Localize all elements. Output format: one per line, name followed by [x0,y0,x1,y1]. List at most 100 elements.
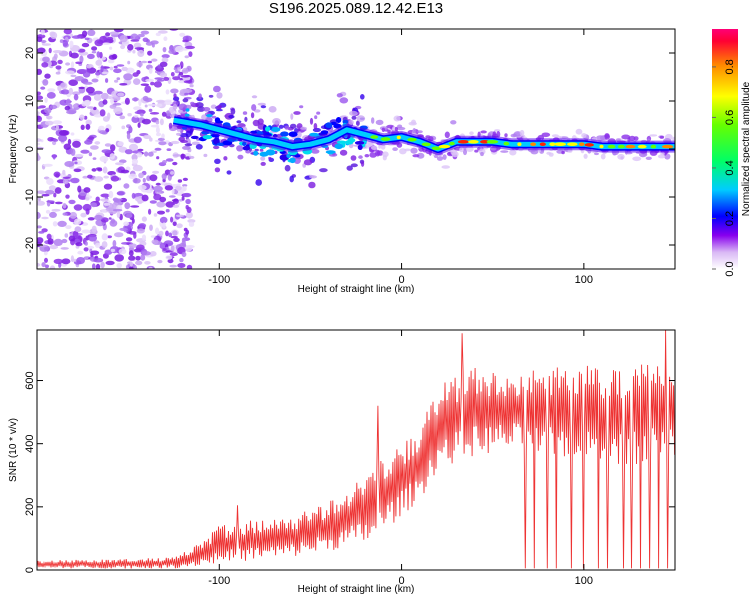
noise-blob [156,79,165,82]
cloud-blob [178,103,187,111]
noise-blob [134,47,145,50]
noise-blob [55,124,59,131]
cloud-blob [412,128,417,135]
cloud-blob [561,150,565,155]
cloud-blob [649,134,658,137]
noise-blob [185,211,193,219]
noise-blob [163,36,168,41]
noise-blob [156,156,160,160]
noise-blob [80,124,85,130]
ridge-blob [354,141,365,145]
noise-blob [42,43,51,46]
noise-blob [128,250,134,257]
cloud-blob [375,119,384,126]
noise-blob [149,137,153,142]
noise-blob [170,235,178,239]
noise-blob [97,168,103,172]
noise-blob [165,89,170,95]
noise-blob [44,189,55,195]
cloud-blob [410,147,418,154]
y-tick-label: 0 [24,567,36,573]
noise-blob [65,62,71,66]
cloud-blob [259,148,264,152]
snr-x-label: Height of straight line (km) [298,584,415,595]
noise-blob [161,173,167,180]
ridge-blob [325,122,333,129]
cloud-blob [172,103,178,110]
noise-blob [74,76,85,82]
noise-blob [180,75,190,78]
noise-blob [67,138,72,145]
cloud-blob [260,161,266,166]
noise-blob [143,134,152,139]
noise-blob [92,157,97,160]
noise-blob [185,205,189,210]
cloud-blob [444,131,450,139]
noise-blob [137,122,141,128]
noise-blob [107,112,111,120]
cloud-blob [226,170,232,175]
noise-blob [188,51,193,57]
cloud-blob [546,151,552,155]
noise-blob [86,86,95,94]
noise-blob [133,106,142,111]
noise-blob [153,213,158,217]
noise-blob [91,51,97,54]
cloud-blob [551,134,559,138]
noise-blob [158,30,168,34]
cloud-blob [358,155,363,159]
cloud-blob [251,104,257,111]
noise-blob [125,237,133,242]
noise-blob [140,60,148,64]
noise-blob [159,196,167,203]
y-tick-label: 400 [24,435,36,453]
cloud-blob [604,134,610,140]
cloud-blob [583,153,588,159]
noise-blob [182,177,188,181]
cloud-blob [198,93,202,99]
noise-blob [154,147,162,151]
noise-blob [70,61,75,69]
cloud-blob [177,128,182,132]
x-tick-label: 0 [399,575,405,587]
noise-blob [119,83,128,86]
ridge-blob [214,117,221,123]
noise-blob [94,214,103,221]
noise-blob [72,140,81,148]
noise-blob [123,73,133,81]
ridge-core [380,137,391,141]
cloud-blob [308,181,316,189]
cloud-blob [659,135,664,139]
noise-blob [182,39,190,43]
cloud-blob [346,165,353,171]
noise-blob [162,222,166,229]
cloud-blob [203,153,208,158]
noise-blob [70,148,76,156]
snr-y-label: SNR (10 * v/v) [8,418,19,482]
x-tick-label: -100 [208,575,230,587]
noise-blob [42,56,50,63]
noise-blob [82,71,91,78]
ridge-blob [288,131,298,137]
noise-blob [155,120,160,125]
noise-blob [185,245,193,252]
ridge-core [407,137,417,142]
cloud-blob [284,164,291,172]
spectrogram-y-label: Frequency (Hz) [8,115,19,184]
noise-blob [112,240,117,248]
noise-blob [113,65,118,69]
noise-blob [72,103,78,108]
noise-blob [85,119,92,126]
ridge-blob [280,131,289,137]
noise-blob [49,211,57,218]
noise-blob [117,141,124,147]
noise-blob [132,178,141,184]
cloud-blob [257,118,264,125]
noise-blob [75,61,83,65]
cloud-blob [351,115,357,120]
cloud-blob [480,151,484,157]
noise-blob [150,124,160,128]
noise-blob [175,64,181,68]
noise-blob [140,83,149,86]
noise-blob [99,130,107,135]
